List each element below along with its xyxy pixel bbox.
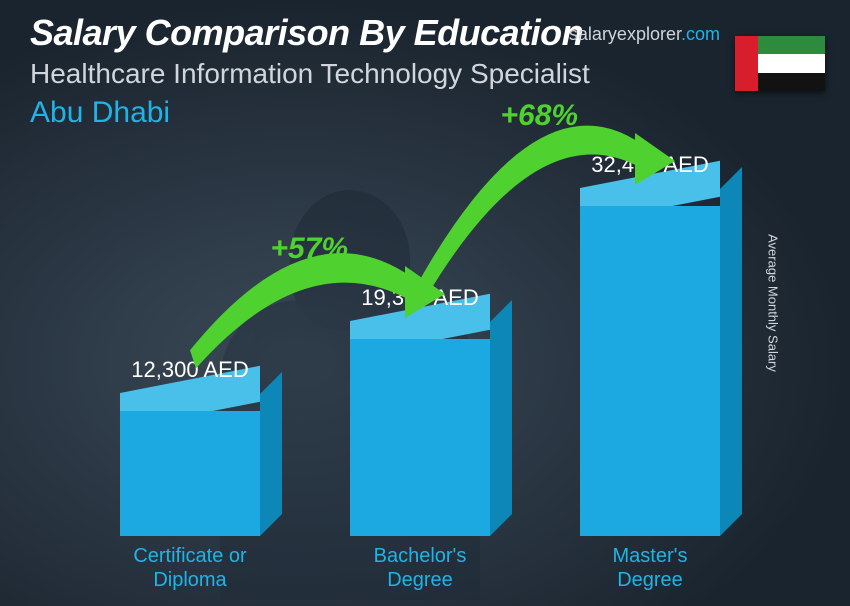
content-root: Salary Comparison By Education Healthcar… xyxy=(0,0,850,606)
flag-stripe-1 xyxy=(758,54,826,72)
bar-label-2: Master'sDegree xyxy=(613,544,688,592)
bar-label-1: Bachelor'sDegree xyxy=(374,544,467,592)
yaxis-label: Average Monthly Salary xyxy=(766,234,781,372)
increase-pct-1: +68% xyxy=(501,99,579,133)
brand-prefix: salaryexplorer xyxy=(569,24,681,44)
bar-label-0: Certificate orDiploma xyxy=(133,544,246,592)
chart: 12,300 AEDCertificate orDiploma19,300 AE… xyxy=(90,116,750,536)
flag-stripe-0 xyxy=(758,36,826,54)
increase-arrow-1: +68% xyxy=(390,61,687,319)
bar-0: 12,300 AEDCertificate orDiploma xyxy=(120,411,260,536)
flag-stripe-2 xyxy=(758,73,826,91)
flag-icon xyxy=(735,36,825,91)
brand: salaryexplorer.com xyxy=(569,24,720,45)
brand-suffix: .com xyxy=(681,24,720,44)
page-title: Salary Comparison By Education xyxy=(30,12,583,54)
increase-pct-0: +57% xyxy=(271,232,349,266)
flag-stripes xyxy=(758,36,826,91)
flag-hoist xyxy=(735,36,758,91)
